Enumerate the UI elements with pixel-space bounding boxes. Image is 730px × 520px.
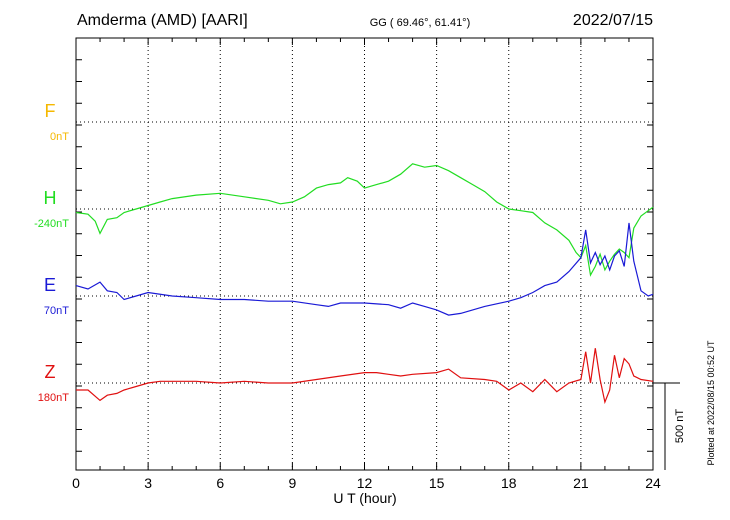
x-axis: 0 3 6 9 12 15 18 21 24: [72, 38, 661, 491]
grid: [76, 37, 653, 470]
trace-e: [75, 222, 654, 316]
component-baseline: 70nT: [44, 305, 69, 317]
x-tick-label: 21: [573, 475, 589, 491]
x-tick-label: 9: [288, 475, 296, 491]
component-baseline: 0nT: [50, 131, 69, 143]
component-name: F: [45, 101, 56, 121]
x-tick-label: 12: [357, 475, 373, 491]
x-tick-label: 24: [645, 475, 661, 491]
component-baseline: 180nT: [38, 392, 69, 404]
date-label: 2022/07/15: [573, 12, 653, 29]
scale-bar-label: 500 nT: [674, 409, 686, 444]
trace-h: [75, 163, 654, 277]
x-tick-label: 15: [429, 475, 445, 491]
x-tick-label: 6: [216, 475, 224, 491]
component-name: Z: [45, 362, 56, 382]
x-tick-label: 0: [72, 475, 80, 491]
component-labels: F 0nT H -240nT E 70nT Z 180nT: [34, 101, 69, 404]
component-name: H: [44, 188, 57, 208]
component-name: E: [44, 275, 56, 295]
x-tick-label: 3: [144, 475, 152, 491]
x-axis-label: U T (hour): [333, 490, 396, 506]
station-title: Amderma (AMD) [AARI]: [77, 12, 248, 29]
trace-z: [76, 348, 654, 405]
traces: [75, 163, 654, 405]
plotted-timestamp: Plotted at 2022/08/15 00:52 UT: [706, 340, 716, 466]
component-baseline: -240nT: [34, 218, 69, 230]
x-tick-label: 18: [501, 475, 517, 491]
geographic-coordinates: GG ( 69.46°, 61.41°): [370, 17, 471, 29]
